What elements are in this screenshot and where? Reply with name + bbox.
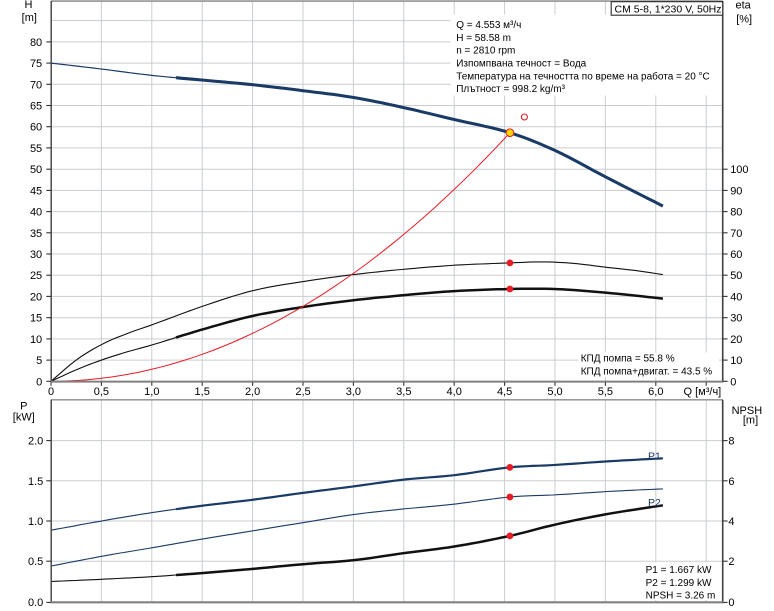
svg-text:20: 20 xyxy=(730,334,742,346)
svg-text:Изпомпвана течност = Вода: Изпомпвана течност = Вода xyxy=(456,58,586,69)
svg-text:eta: eta xyxy=(736,0,752,11)
svg-text:0: 0 xyxy=(36,376,42,388)
svg-text:55: 55 xyxy=(30,143,42,155)
svg-text:H = 58.58 m: H = 58.58 m xyxy=(456,33,511,44)
svg-text:P1: P1 xyxy=(648,451,661,463)
svg-text:30: 30 xyxy=(730,313,742,325)
svg-text:Q = 4.553 м³/ч: Q = 4.553 м³/ч xyxy=(456,20,521,31)
svg-text:[kW]: [kW] xyxy=(13,411,35,423)
svg-text:Температура на течността по вр: Температура на течността по време на раб… xyxy=(456,70,710,82)
svg-text:0: 0 xyxy=(48,386,54,398)
svg-text:0: 0 xyxy=(730,376,736,388)
svg-text:Q [м³/ч]: Q [м³/ч] xyxy=(684,386,722,398)
svg-text:1.5: 1.5 xyxy=(28,476,43,488)
svg-text:5,5: 5,5 xyxy=(598,386,613,398)
svg-text:[m]: [m] xyxy=(22,12,37,24)
svg-text:10: 10 xyxy=(730,355,742,367)
svg-text:4,0: 4,0 xyxy=(447,386,462,398)
svg-text:КПД помпа+двигат. = 43.5 %: КПД помпа+двигат. = 43.5 % xyxy=(581,367,713,378)
svg-text:2,5: 2,5 xyxy=(295,386,310,398)
svg-text:25: 25 xyxy=(30,270,42,282)
svg-text:90: 90 xyxy=(730,185,742,197)
svg-text:65: 65 xyxy=(30,101,42,113)
svg-text:2.0: 2.0 xyxy=(28,436,43,448)
svg-text:4,5: 4,5 xyxy=(497,386,512,398)
svg-text:0.0: 0.0 xyxy=(28,597,43,609)
svg-text:50: 50 xyxy=(730,270,742,282)
svg-text:8: 8 xyxy=(728,436,734,448)
svg-text:[m]: [m] xyxy=(743,415,758,427)
svg-text:15: 15 xyxy=(30,313,42,325)
svg-text:5,0: 5,0 xyxy=(547,386,562,398)
svg-text:50: 50 xyxy=(30,164,42,176)
svg-text:35: 35 xyxy=(30,228,42,240)
svg-text:P: P xyxy=(20,401,27,413)
svg-text:Плътност = 998.2 kg/m³: Плътност = 998.2 kg/m³ xyxy=(456,84,565,95)
svg-text:n = 2810 rpm: n = 2810 rpm xyxy=(456,46,515,57)
svg-text:NPSH: NPSH xyxy=(732,405,763,417)
svg-text:80: 80 xyxy=(30,37,42,49)
svg-text:40: 40 xyxy=(730,291,742,303)
svg-text:40: 40 xyxy=(30,207,42,219)
svg-text:70: 70 xyxy=(30,79,42,91)
svg-text:0: 0 xyxy=(728,597,734,609)
svg-text:P1 = 1.667 kW: P1 = 1.667 kW xyxy=(646,565,712,576)
svg-text:10: 10 xyxy=(30,334,42,346)
svg-text:3,5: 3,5 xyxy=(396,386,411,398)
svg-text:КПД помпа = 55.8 %: КПД помпа = 55.8 % xyxy=(581,353,675,364)
svg-text:6: 6 xyxy=(728,476,734,488)
svg-text:P2 = 1.299 kW: P2 = 1.299 kW xyxy=(646,578,712,589)
svg-text:80: 80 xyxy=(730,207,742,219)
svg-text:20: 20 xyxy=(30,291,42,303)
svg-text:NPSH = 3.26 m: NPSH = 3.26 m xyxy=(646,591,716,602)
svg-text:4: 4 xyxy=(728,516,734,528)
svg-text:5: 5 xyxy=(36,355,42,367)
svg-text:30: 30 xyxy=(30,249,42,261)
svg-text:0.5: 0.5 xyxy=(28,556,43,568)
svg-text:0,5: 0,5 xyxy=(94,386,109,398)
svg-text:75: 75 xyxy=(30,58,42,70)
svg-text:P2: P2 xyxy=(648,497,661,509)
svg-text:2: 2 xyxy=(728,556,734,568)
svg-text:6,0: 6,0 xyxy=(648,386,663,398)
svg-text:1.0: 1.0 xyxy=(28,516,43,528)
svg-text:100: 100 xyxy=(730,164,748,176)
svg-text:60: 60 xyxy=(30,122,42,134)
svg-text:45: 45 xyxy=(30,185,42,197)
svg-text:H: H xyxy=(25,0,33,11)
svg-text:[%]: [%] xyxy=(736,14,752,26)
svg-text:2,0: 2,0 xyxy=(245,386,260,398)
svg-text:60: 60 xyxy=(730,249,742,261)
svg-text:3,0: 3,0 xyxy=(346,386,361,398)
svg-text:70: 70 xyxy=(730,228,742,240)
svg-text:CM 5-8, 1*230 V, 50Hz: CM 5-8, 1*230 V, 50Hz xyxy=(615,3,722,15)
svg-text:1,5: 1,5 xyxy=(195,386,210,398)
svg-text:1,0: 1,0 xyxy=(144,386,159,398)
